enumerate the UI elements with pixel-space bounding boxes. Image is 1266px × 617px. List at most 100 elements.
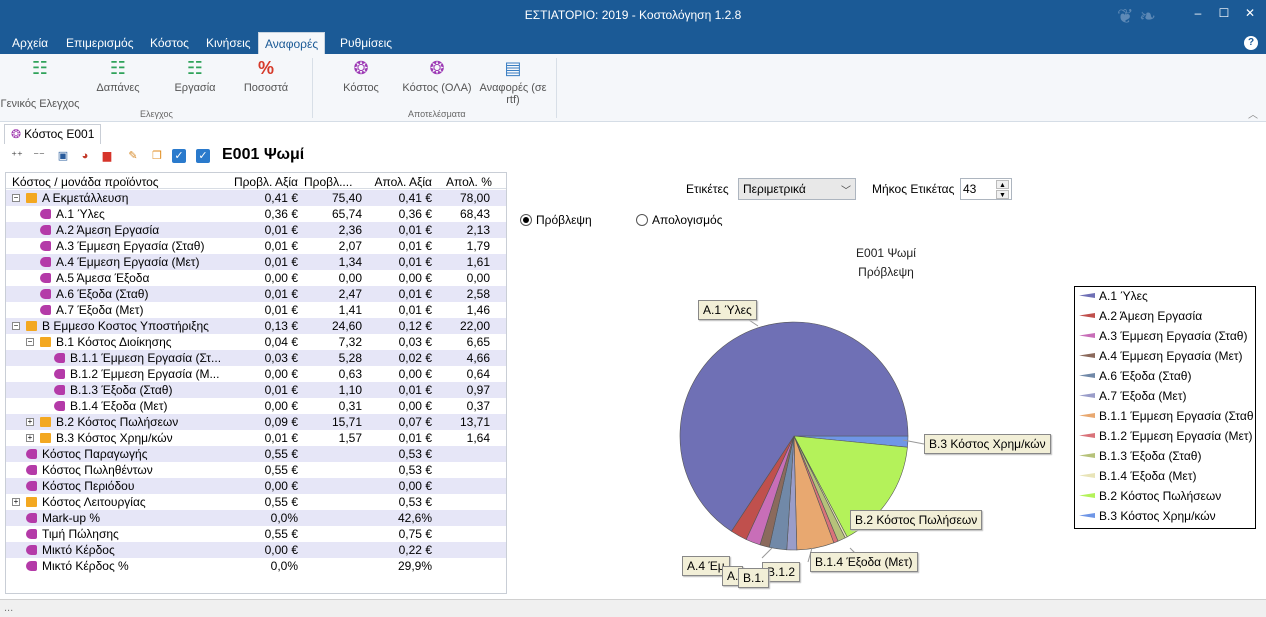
cell-av: 0,53 € bbox=[398, 463, 432, 477]
cell-pv: 0,0% bbox=[270, 559, 298, 573]
cell-pp: 75,40 bbox=[331, 191, 362, 205]
table-row[interactable]: Μικτό Κέρδος % 0,0% 29,9% bbox=[6, 558, 506, 574]
table-row[interactable]: Α.6 Έξοδα (Σταθ) 0,01 € 2,47 0,01 € 2,58 bbox=[6, 286, 506, 302]
bar-chart-icon[interactable]: ▆ bbox=[102, 150, 112, 162]
table-row[interactable]: Κόστος Πωληθέντων 0,55 € 0,53 € bbox=[6, 462, 506, 478]
folder-icon bbox=[26, 193, 37, 203]
rtf-reports-button[interactable]: ▤ Αναφορές (σε rtf) bbox=[479, 58, 547, 106]
table-row[interactable]: Α.3 Έμμεση Εργασία (Σταθ) 0,01 € 2,07 0,01 … bbox=[6, 238, 506, 254]
tab-movements[interactable]: Κινήσεις bbox=[206, 36, 251, 50]
collapse-all-icon[interactable]: ⁻⁻ bbox=[33, 150, 45, 162]
table-row[interactable]: − Α Εκμετάλλευση 0,41 € 75,40 0,41 € 78,00 bbox=[6, 190, 506, 206]
label-length-stepper[interactable]: ▲ ▼ bbox=[960, 178, 1012, 200]
increment-icon[interactable]: ▲ bbox=[996, 180, 1009, 189]
collapse-icon[interactable]: − bbox=[12, 321, 20, 330]
tab-cost[interactable]: Κόστος bbox=[150, 36, 189, 50]
maximize-icon[interactable]: ☐ bbox=[1218, 6, 1230, 20]
folder-icon bbox=[26, 497, 37, 507]
table-row[interactable]: Β.1.3 Έξοδα (Σταθ) 0,01 € 1,10 0,01 € 0,97 bbox=[6, 382, 506, 398]
legend-label: Β.1.2 Έμμεση Εργασία (Μετ) bbox=[1099, 429, 1253, 443]
column-header[interactable]: Απολ. % bbox=[446, 175, 492, 189]
document-tabs: ❂ Κόστος Ε001 bbox=[0, 122, 1266, 144]
table-row[interactable]: Α.4 Έμμεση Εργασία (Μετ) 0,01 € 1,34 0,01 €… bbox=[6, 254, 506, 270]
cell-ap: 4,66 bbox=[466, 351, 490, 365]
radio-forecast[interactable]: Πρόβλεψη bbox=[520, 213, 592, 227]
folder-icon bbox=[40, 417, 51, 427]
expand-icon[interactable]: + bbox=[26, 433, 34, 442]
table-row[interactable]: Κόστος Παραγωγής 0,55 € 0,53 € bbox=[6, 446, 506, 462]
tab-reports[interactable]: Αναφορές bbox=[258, 32, 326, 54]
tab-cost-e001[interactable]: ❂ Κόστος Ε001 bbox=[4, 124, 102, 144]
cost-item-icon bbox=[40, 241, 51, 251]
table-row[interactable]: Τιμή Πώλησης 0,55 € 0,75 € bbox=[6, 526, 506, 542]
cell-pv: 0,03 € bbox=[264, 351, 298, 365]
cost-all-button[interactable]: ❂ Κόστος (ΟΛΑ) bbox=[402, 58, 472, 94]
pie-chart bbox=[679, 313, 925, 563]
wrench-icon[interactable]: ✎ bbox=[128, 150, 138, 162]
tab-settings[interactable]: Ρυθμίσεις bbox=[340, 36, 393, 50]
table-row[interactable]: Α.2 Άμεση Εργασία 0,01 € 2,36 0,01 € 2,13 bbox=[6, 222, 506, 238]
column-header[interactable]: Κόστος / μονάδα προϊόντος bbox=[12, 175, 159, 189]
print-icon[interactable]: ▣ bbox=[57, 150, 69, 162]
table-row[interactable]: + Β.2 Κόστος Πωλήσεων 0,09 € 15,71 0,07 € 13,… bbox=[6, 414, 506, 430]
table-row[interactable]: Α.1 Ύλες 0,36 € 65,74 0,36 € 68,43 bbox=[6, 206, 506, 222]
cell-av: 0,02 € bbox=[398, 351, 432, 365]
table-row[interactable]: − Β Εμμεσο Κοστος Υποστήριξης 0,13 € 24,60 0… bbox=[6, 318, 506, 334]
help-icon[interactable]: ? bbox=[1244, 36, 1258, 50]
column-header[interactable]: Προβλ. Αξία bbox=[233, 175, 298, 189]
decrement-icon[interactable]: ▼ bbox=[996, 190, 1009, 199]
checkbox-icon[interactable]: ✓ bbox=[172, 149, 186, 163]
copy-icon[interactable]: ❐ bbox=[152, 150, 162, 162]
radio-actual[interactable]: Απολογισμός bbox=[636, 213, 723, 227]
cell-pp: 0,31 bbox=[338, 399, 362, 413]
table-row[interactable]: Κόστος Περιόδου 0,00 € 0,00 € bbox=[6, 478, 506, 494]
labels-dropdown[interactable]: Περιμετρικά ﹀ bbox=[738, 178, 856, 200]
table-row[interactable]: Β.1.4 Έξοδα (Μετ) 0,00 € 0,31 0,00 € 0,37 bbox=[6, 398, 506, 414]
column-header[interactable]: Απολ. Αξία bbox=[374, 175, 432, 189]
expand-icon[interactable]: + bbox=[26, 417, 34, 426]
cost-tree-grid[interactable]: Κόστος / μονάδα προϊόντος Προβλ. Αξία Πρ… bbox=[5, 172, 507, 594]
folder-icon bbox=[26, 321, 37, 331]
grid-header: Κόστος / μονάδα προϊόντος Προβλ. Αξία Πρ… bbox=[6, 173, 506, 189]
tab-archives[interactable]: Αρχεία bbox=[12, 36, 49, 50]
percentages-button[interactable]: % Ποσοστά bbox=[243, 58, 289, 94]
expand-all-icon[interactable]: ⁺⁺ bbox=[11, 150, 23, 162]
cell-pp: 2,36 bbox=[338, 223, 362, 237]
expand-icon[interactable]: + bbox=[12, 497, 20, 506]
column-header[interactable]: Προβλ.... bbox=[304, 175, 353, 189]
collapse-icon[interactable]: − bbox=[12, 193, 20, 202]
row-name: Β.1.2 Έμμεση Εργασία (Μ... bbox=[70, 367, 220, 381]
labor-button[interactable]: ☷ Εργασία bbox=[174, 58, 216, 94]
label-length-input[interactable] bbox=[963, 182, 993, 196]
checkbox-icon[interactable]: ✓ bbox=[196, 149, 210, 163]
radio-dot-icon bbox=[636, 214, 648, 226]
table-row[interactable]: Α.5 Άμεσα Έξοδα 0,00 € 0,00 0,00 € 0,00 bbox=[6, 270, 506, 286]
table-row[interactable]: + Β.3 Κόστος Χρημ/κών 0,01 € 1,57 0,01 € 1,64 bbox=[6, 430, 506, 446]
cost-report-icon: ❂ bbox=[353, 58, 369, 78]
minimize-icon[interactable]: – bbox=[1194, 6, 1202, 20]
table-row[interactable]: Μικτό Κέρδος 0,00 € 0,22 € bbox=[6, 542, 506, 558]
cell-pv: 0,01 € bbox=[264, 223, 298, 237]
cell-pv: 0,00 € bbox=[264, 367, 298, 381]
cell-pv: 0,09 € bbox=[264, 415, 298, 429]
ornament-icon: ❦ ❧ bbox=[1116, 6, 1156, 28]
cost-report-button[interactable]: ❂ Κόστος bbox=[343, 58, 379, 94]
table-row[interactable]: Α.7 Έξοδα (Μετ) 0,01 € 1,41 0,01 € 1,46 bbox=[6, 302, 506, 318]
table-row[interactable]: − Β.1 Κόστος Διοίκησης 0,04 € 7,32 0,03 € 6,6… bbox=[6, 334, 506, 350]
tab-allocation[interactable]: Επιμερισμός bbox=[66, 36, 134, 50]
row-name: Β.3 Κόστος Χρημ/κών bbox=[56, 431, 173, 445]
pie-slice[interactable] bbox=[679, 321, 909, 532]
general-check-button[interactable]: ☷ Γενικός Ελεγχος bbox=[0, 58, 80, 110]
table-row[interactable]: Mark-up % 0,0% 42,6% bbox=[6, 510, 506, 526]
table-row[interactable]: Β.1.2 Έμμεση Εργασία (Μ... 0,00 € 0,63 0,00… bbox=[6, 366, 506, 382]
row-name: Κόστος Πωληθέντων bbox=[42, 463, 153, 477]
collapse-icon[interactable]: − bbox=[26, 337, 34, 346]
collapse-ribbon-icon[interactable]: ︿ bbox=[1248, 110, 1258, 121]
row-name: Α.1 Ύλες bbox=[56, 207, 105, 221]
expenses-button[interactable]: ☷ Δαπάνες bbox=[96, 58, 140, 94]
cell-ap: 0,97 bbox=[466, 383, 490, 397]
table-row[interactable]: + Κόστος Λειτουργίας 0,55 € 0,53 € bbox=[6, 494, 506, 510]
close-icon[interactable]: ✕ bbox=[1244, 6, 1256, 20]
table-row[interactable]: Β.1.1 Έμμεση Εργασία (Στ... 0,03 € 5,28 0,0… bbox=[6, 350, 506, 366]
pie-chart-icon[interactable]: ◕ bbox=[81, 150, 89, 162]
